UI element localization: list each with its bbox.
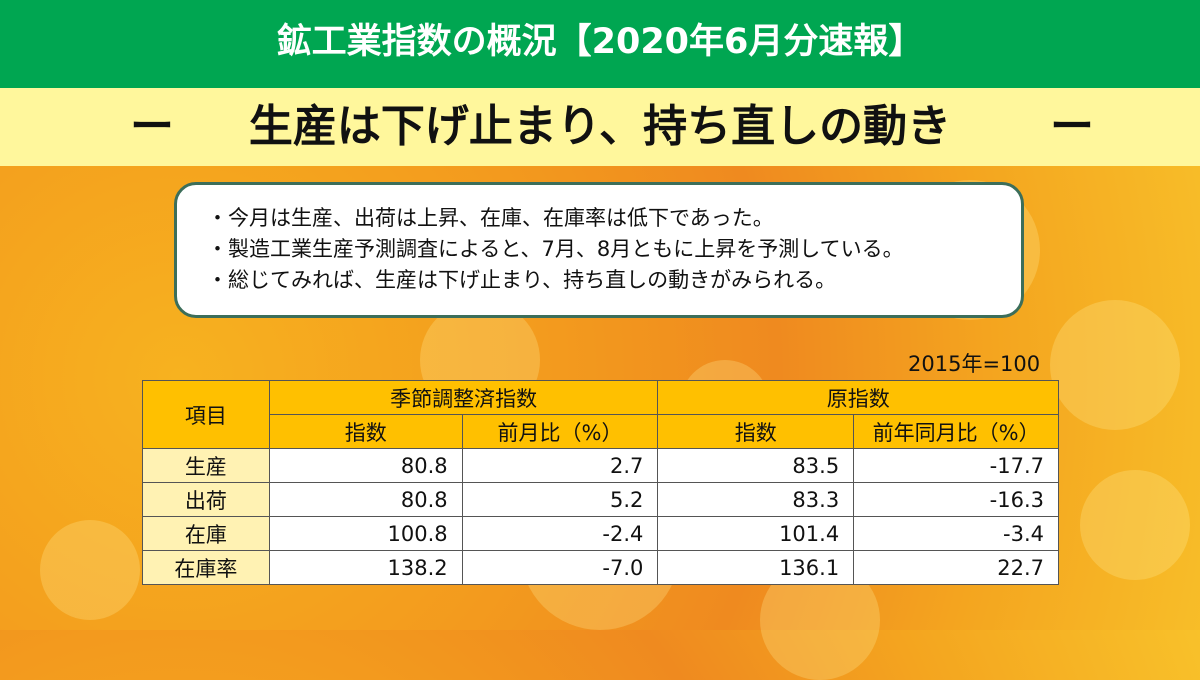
summary-line: ・製造工業生産予測調査によると、7月、8月ともに上昇を予測している。 <box>207 237 904 261</box>
cell-orig-index: 101.4 <box>657 516 855 551</box>
header-original-index: 原指数 <box>657 380 1059 415</box>
row-label: 在庫率 <box>142 550 270 585</box>
subheader-mom: 前月比（%） <box>461 414 659 449</box>
cell-sa-index: 138.2 <box>268 550 463 585</box>
cell-sa-mom: -7.0 <box>461 550 659 585</box>
cell-orig-yoy: -3.4 <box>853 516 1059 551</box>
row-label: 生産 <box>142 448 270 483</box>
table-row: 出荷 80.8 5.2 83.3 -16.3 <box>142 482 1059 517</box>
cell-orig-index: 136.1 <box>657 550 855 585</box>
cell-sa-index: 100.8 <box>268 516 463 551</box>
cell-sa-index: 80.8 <box>268 448 463 483</box>
subheader-index-original: 指数 <box>657 414 855 449</box>
table-row: 在庫率 138.2 -7.0 136.1 22.7 <box>142 550 1059 585</box>
summary-line: ・総じてみれば、生産は下げ止まり、持ち直しの動きがみられる。 <box>207 268 837 292</box>
cell-sa-mom: 5.2 <box>461 482 659 517</box>
cell-orig-yoy: -16.3 <box>853 482 1059 517</box>
index-table: 項目 季節調整済指数 原指数 指数 前月比（%） 指数 前年同月比（%） 生産 … <box>142 380 1059 585</box>
subtitle-text: 生産は下げ止まり、持ち直しの動き <box>248 101 952 152</box>
cell-sa-index: 80.8 <box>268 482 463 517</box>
table-row: 生産 80.8 2.7 83.5 -17.7 <box>142 448 1059 483</box>
cell-orig-index: 83.5 <box>657 448 855 483</box>
summary-box: ・今月は生産、出荷は上昇、在庫、在庫率は低下であった。 ・製造工業生産予測調査に… <box>174 182 1024 318</box>
cell-sa-mom: 2.7 <box>461 448 659 483</box>
page-title: 鉱工業指数の概況【2020年6月分速報】 <box>0 0 1200 88</box>
cell-orig-yoy: 22.7 <box>853 550 1059 585</box>
cell-orig-index: 83.3 <box>657 482 855 517</box>
subtitle-dash-right: ー <box>1050 101 1094 152</box>
row-label: 出荷 <box>142 482 270 517</box>
table-row: 在庫 100.8 -2.4 101.4 -3.4 <box>142 516 1059 551</box>
row-label: 在庫 <box>142 516 270 551</box>
table-header-row: 項目 季節調整済指数 原指数 <box>142 380 1059 449</box>
cell-sa-mom: -2.4 <box>461 516 659 551</box>
header-item: 項目 <box>142 380 270 449</box>
unit-note: 2015年=100 <box>908 352 1041 376</box>
subheader-index: 指数 <box>268 414 463 449</box>
subheader-yoy: 前年同月比（%） <box>853 414 1059 449</box>
table-subheader-row: 指数 前月比（%） 指数 前年同月比（%） <box>143 414 1059 449</box>
subtitle-dash-left: ー <box>130 101 174 152</box>
subtitle-banner: ー 生産は下げ止まり、持ち直しの動き ー <box>0 88 1200 166</box>
header-seasonal-adjusted: 季節調整済指数 <box>268 380 659 415</box>
summary-line: ・今月は生産、出荷は上昇、在庫、在庫率は低下であった。 <box>207 206 774 230</box>
cell-orig-yoy: -17.7 <box>853 448 1059 483</box>
